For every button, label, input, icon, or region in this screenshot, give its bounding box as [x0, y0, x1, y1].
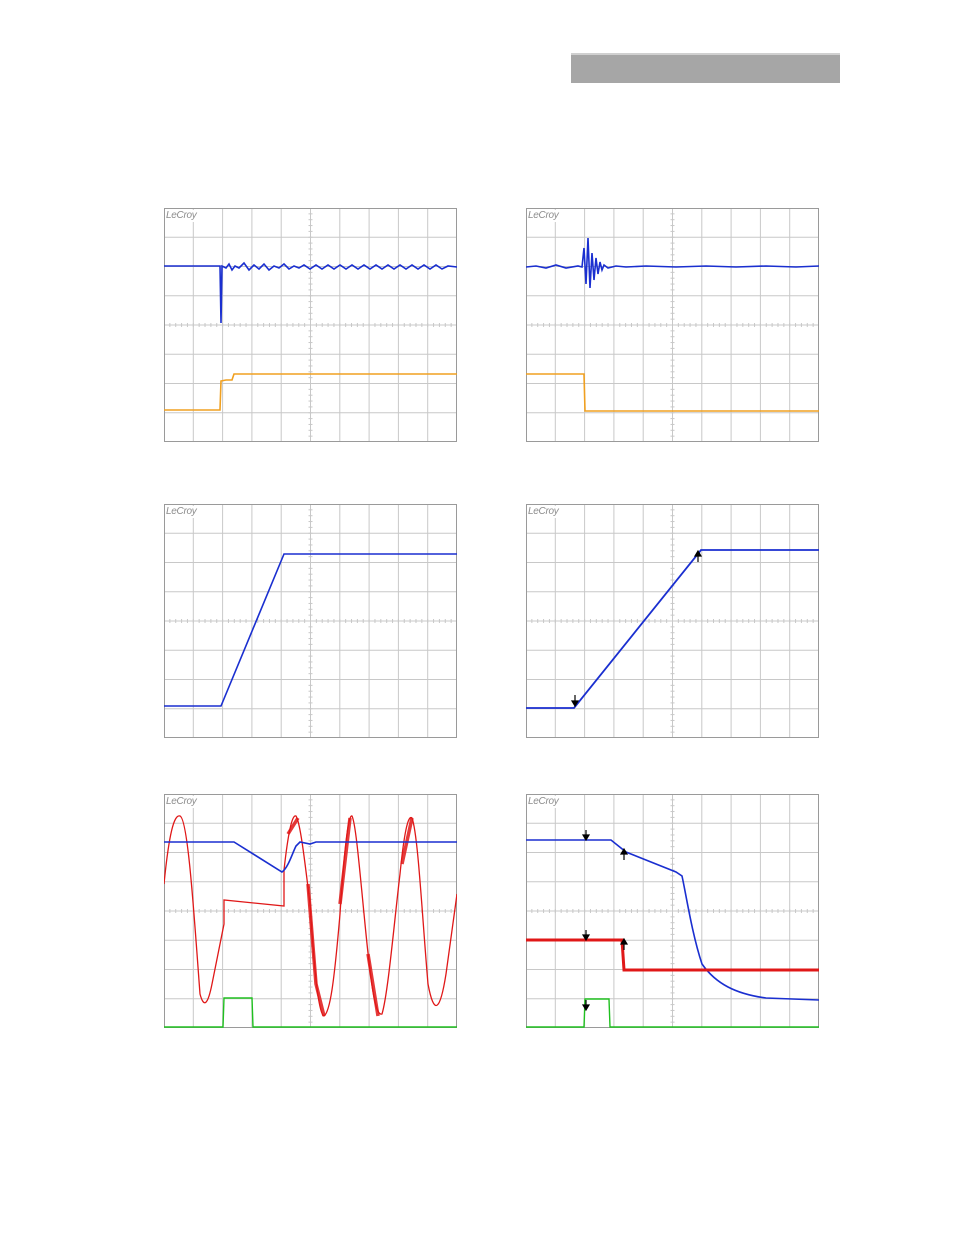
scope-5-noise-red [286, 817, 414, 1017]
scope-3-trace-blue [164, 553, 457, 707]
header-bar [571, 53, 840, 83]
scope-screen-5: LeCroy [164, 794, 457, 1028]
scope-6-trace-blue [526, 839, 819, 1001]
scope-2-grid [526, 208, 819, 442]
scope-5-brand: LeCroy [165, 796, 198, 808]
scope-4-brand: LeCroy [527, 506, 560, 518]
scope-6-trace-red [526, 938, 819, 972]
scope-4-trace-blue [526, 549, 819, 709]
scope-6-grid [526, 794, 819, 1028]
scope-screen-2: LeCroy [526, 208, 819, 442]
scope-screen-4: LeCroy [526, 504, 819, 738]
scope-1-trace-orange [164, 373, 457, 411]
scope-3-brand: LeCroy [165, 506, 198, 518]
scope-1-brand: LeCroy [165, 210, 198, 222]
scope-5-trace-blue [164, 841, 457, 873]
scope-4-marker-up [693, 549, 703, 562]
scope-1-grid [164, 208, 457, 442]
scope-5-grid [164, 794, 457, 1028]
scope-5-trace-green [164, 997, 457, 1028]
scope-6-marker-down-2 [581, 930, 591, 942]
scope-5-trace-red [164, 815, 457, 1017]
scope-2-brand: LeCroy [527, 210, 560, 222]
scope-6-plot [526, 794, 819, 1028]
scope-6-brand: LeCroy [527, 796, 560, 808]
scope-screen-1: LeCroy [164, 208, 457, 442]
scope-2-trace-orange [526, 373, 819, 412]
scope-4-grid [526, 504, 819, 738]
scope-4-plot [526, 504, 819, 738]
scope-1-trace-blue [164, 261, 457, 324]
scope-2-plot [526, 208, 819, 442]
scope-4-marker-down [570, 695, 580, 708]
scope-2-trace-blue [526, 237, 819, 289]
scope-3-grid [164, 504, 457, 738]
scope-6-marker-up-1 [619, 847, 629, 860]
scope-5-plot [164, 794, 457, 1028]
scope-3-plot [164, 504, 457, 738]
scope-1-plot [164, 208, 457, 442]
scope-6-marker-down-3 [581, 1000, 591, 1012]
scope-screen-3: LeCroy [164, 504, 457, 738]
scope-6-marker-down-1 [581, 830, 591, 842]
scope-6-trace-green [526, 998, 819, 1028]
scope-6-marker-up-2 [619, 937, 629, 950]
scope-screen-6: LeCroy [526, 794, 819, 1028]
